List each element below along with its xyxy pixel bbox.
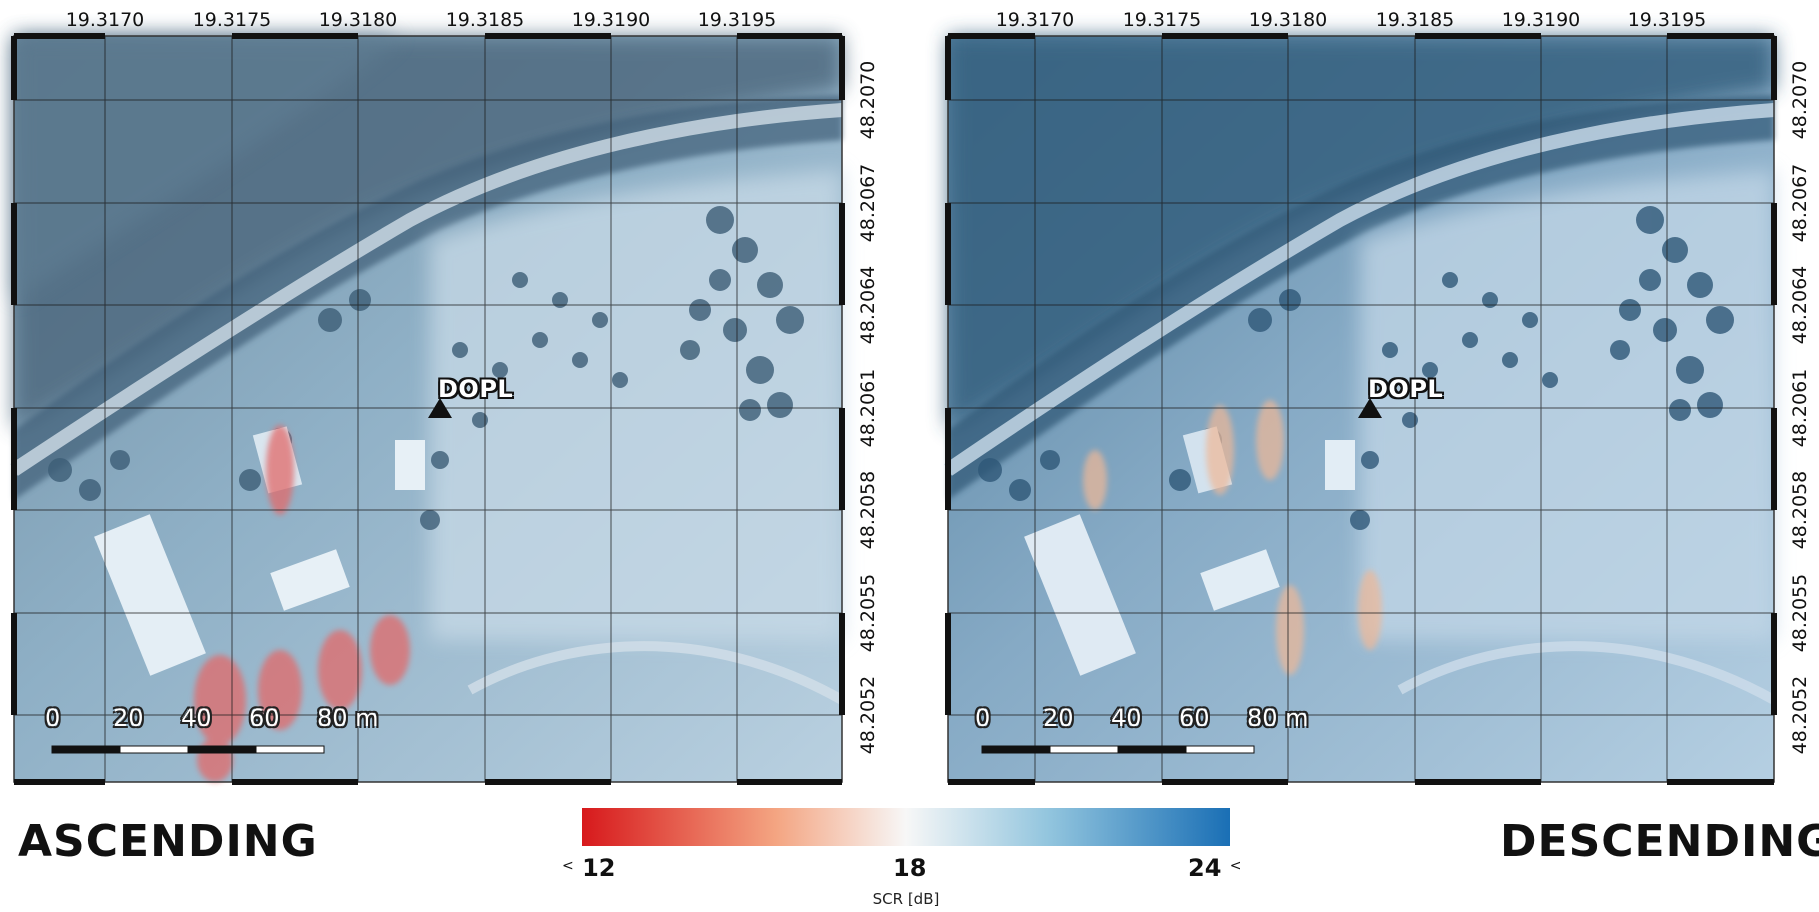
scale-bar-segment: [119, 745, 189, 754]
lon-tick-label: 19.3190: [1501, 9, 1581, 31]
frame-segment: [485, 33, 611, 39]
frame-segment: [839, 613, 845, 715]
frame-segment: [1415, 33, 1541, 39]
frame-segment: [232, 779, 358, 785]
scale-label: 60: [249, 704, 280, 732]
satellite-image: [944, 36, 1777, 782]
frame-segment: [945, 613, 951, 715]
lat-tick-label: 48.2070: [857, 60, 879, 140]
lon-tick-label: 19.3195: [1627, 9, 1707, 31]
scale-label: 40: [1111, 704, 1142, 732]
scale-label: 60: [1179, 704, 1210, 732]
scale-label: 80 m: [317, 704, 379, 732]
map-ascending: [10, 33, 845, 785]
scale-label: 40: [181, 704, 212, 732]
scale-bar: [981, 745, 1255, 754]
frame-segment: [839, 408, 845, 510]
lon-tick-label: 19.3190: [571, 9, 651, 31]
colorbar-high-extend: <: [1229, 858, 1242, 874]
lat-tick-label: 48.2052: [1789, 675, 1811, 755]
map-panel-ascending: 19.3170 19.3175 19.3180 19.3185 19.3190 19.31…: [0, 0, 960, 800]
frame-segment: [11, 36, 17, 100]
frame: [11, 33, 845, 785]
scale-label: 0: [975, 704, 991, 732]
lon-tick-label: 19.3185: [1375, 9, 1455, 31]
colorbar-mid-tick: 18: [893, 854, 926, 882]
frame-segment: [1667, 33, 1774, 39]
frame-segment: [945, 36, 951, 100]
orbit-label-descending: DESCENDING: [1500, 816, 1819, 867]
lon-tick-label: 19.3195: [697, 9, 777, 31]
frame-segment: [1415, 779, 1541, 785]
scale-bar-segment: [51, 745, 121, 754]
frame-segment: [737, 779, 842, 785]
scale-bar-segment: [187, 745, 257, 754]
station-marker: [1358, 398, 1382, 418]
frame-segment: [945, 203, 951, 305]
frame-segment: [11, 408, 17, 510]
frame-segment: [948, 779, 1035, 785]
colorbar-max-tick: 24 <: [1188, 854, 1242, 882]
station-label: DOPL: [438, 375, 514, 403]
scale-bar-segment: [1117, 745, 1187, 754]
lat-tick-label: 48.2058: [1789, 470, 1811, 550]
colorbar-min-tick: < 12: [562, 854, 616, 882]
frame-segment: [1667, 779, 1774, 785]
frame-segment: [232, 33, 358, 39]
scale-label: 0: [45, 704, 61, 732]
lat-tick-label: 48.2058: [857, 470, 879, 550]
scale-bar-segment: [981, 745, 1051, 754]
frame-segment: [485, 779, 611, 785]
scale-label: 20: [1043, 704, 1074, 732]
lon-tick-label: 19.3185: [445, 9, 525, 31]
frame-segment: [839, 36, 845, 100]
frame-segment: [11, 613, 17, 715]
frame-segment: [839, 203, 845, 305]
station-marker: [428, 398, 452, 418]
lon-tick-label: 19.3180: [1248, 9, 1328, 31]
scale-bar: [51, 745, 325, 754]
colorbar: [582, 808, 1230, 846]
lon-tick-label: 19.3170: [995, 9, 1075, 31]
colorbar-low-extend: <: [562, 858, 574, 874]
grid-lines: [948, 36, 1774, 782]
lon-tick-label: 19.3175: [1122, 9, 1202, 31]
frame-segment: [1771, 613, 1777, 715]
scale-label: 80 m: [1247, 704, 1309, 732]
frame-segment: [945, 408, 951, 510]
lat-tick-label: 48.2052: [857, 675, 879, 755]
frame-segment: [14, 779, 105, 785]
map-panel-descending: 19.3170 19.3175 19.3180 19.3185 19.3190 19.31…: [930, 0, 1819, 800]
frame-segment: [737, 33, 842, 39]
frame: [945, 33, 1777, 785]
frame-segment: [11, 203, 17, 305]
frame-segment: [1771, 203, 1777, 305]
lon-tick-label: 19.3180: [318, 9, 398, 31]
station-label: DOPL: [1368, 375, 1444, 403]
frame-segment: [1771, 36, 1777, 100]
scale-label: 20: [113, 704, 144, 732]
satellite-image: [10, 36, 845, 782]
orbit-label-ascending: ASCENDING: [18, 816, 318, 867]
frame-segment: [948, 33, 1035, 39]
lon-tick-label: 19.3170: [65, 9, 145, 31]
lat-tick-label: 48.2064: [1789, 265, 1811, 345]
frame-segment: [14, 33, 105, 39]
scale-bar-segment: [1185, 745, 1255, 754]
map-descending: [944, 33, 1777, 785]
colorbar-mid-label: 18: [893, 854, 927, 882]
lat-tick-label: 48.2070: [1789, 60, 1811, 140]
frame-segment: [1771, 408, 1777, 510]
scale-bar-segment: [1049, 745, 1119, 754]
colorbar-min-label: 12: [582, 854, 616, 882]
lon-tick-label: 19.3175: [192, 9, 272, 31]
colorbar-max-label: 24: [1188, 854, 1222, 882]
colorbar-title: SCR [dB]: [872, 890, 940, 908]
scale-bar-segment: [255, 745, 325, 754]
frame-segment: [1162, 779, 1288, 785]
grid-lines: [14, 36, 842, 782]
lat-tick-label: 48.2064: [857, 265, 879, 345]
frame-segment: [1162, 33, 1288, 39]
